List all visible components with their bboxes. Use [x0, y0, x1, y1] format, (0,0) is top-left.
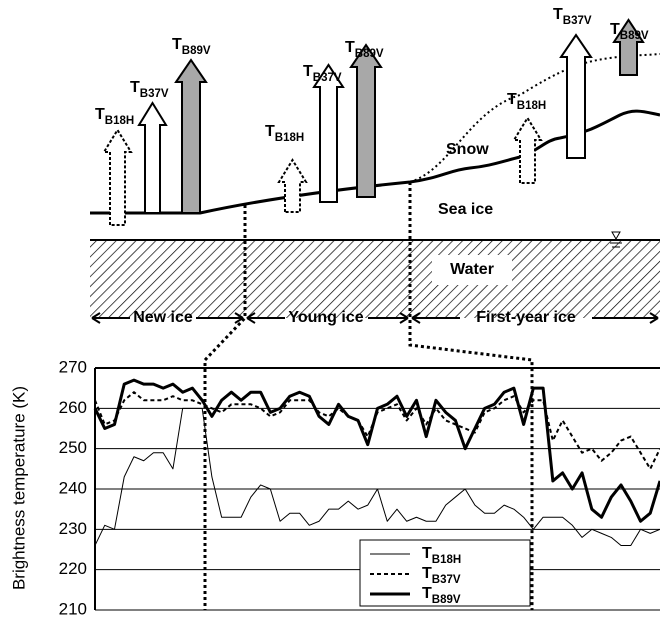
- y-tick-label: 260: [59, 398, 87, 417]
- y-tick-label: 230: [59, 519, 87, 538]
- radiation-arrow: [139, 103, 166, 213]
- radiation-arrow: [514, 118, 541, 183]
- radiation-arrow: [279, 160, 306, 212]
- radiation-arrow: [351, 45, 381, 197]
- snow-label: Snow: [446, 141, 489, 158]
- arrow-label: TB37V: [553, 6, 592, 27]
- y-axis-label: Brightness temperature (K): [9, 386, 28, 590]
- radiation-arrow: [561, 35, 591, 158]
- y-tick-label: 270: [59, 357, 87, 376]
- figure: Water Snow Sea ice New ice Young ice Fir…: [0, 0, 660, 618]
- radiation-arrow: [176, 60, 206, 213]
- zone-label: Young ice: [288, 309, 363, 326]
- zone-label: New ice: [133, 309, 193, 326]
- arrow-label: TB18H: [507, 91, 546, 112]
- y-tick-label: 240: [59, 478, 87, 497]
- water-label: Water: [450, 261, 494, 278]
- y-tick-label: 210: [59, 599, 87, 618]
- y-tick-label: 220: [59, 559, 87, 578]
- water: [90, 240, 660, 318]
- arrow-label: TB37V: [130, 79, 169, 100]
- y-tick-label: 250: [59, 438, 87, 457]
- series-line: [95, 392, 660, 469]
- arrow-label: TB89V: [172, 36, 211, 57]
- sea-ice-label: Sea ice: [438, 201, 493, 218]
- arrow-label: TB18H: [265, 123, 304, 144]
- zone-label: First-year ice: [476, 309, 576, 326]
- radiation-arrow: [104, 130, 131, 225]
- arrow-label: TB89V: [345, 39, 384, 60]
- arrow-label: TB37V: [303, 63, 342, 84]
- arrow-label: TB18H: [95, 106, 134, 127]
- series-line: [95, 380, 660, 521]
- series-line: [95, 408, 660, 545]
- radiation-arrow: [314, 65, 343, 202]
